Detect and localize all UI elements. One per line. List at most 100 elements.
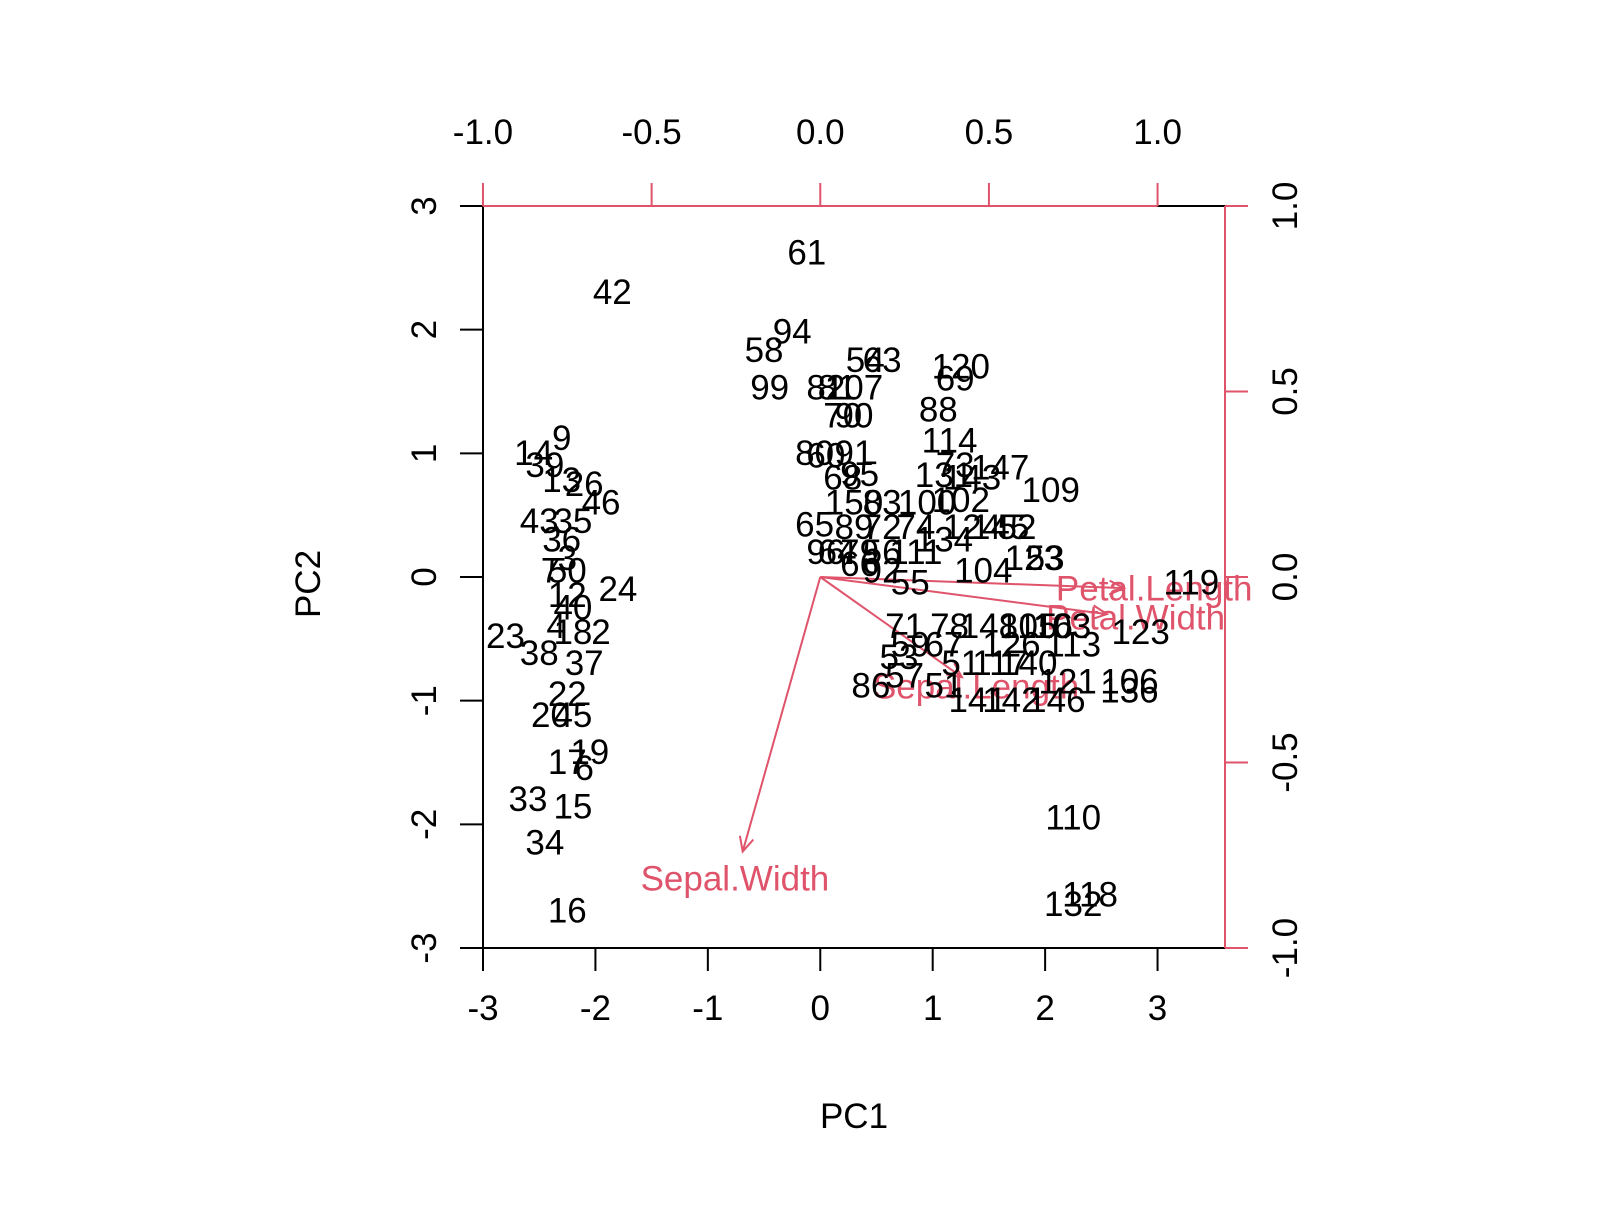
observation-label: 116 — [1017, 607, 1073, 646]
observation-label: 123 — [1111, 613, 1169, 652]
right-tick-label: 0.5 — [1266, 367, 1305, 416]
observation-label: 78 — [930, 607, 969, 646]
observation-label: 102 — [932, 481, 990, 520]
observation-label: 61 — [787, 233, 826, 272]
observation-label: 136 — [1100, 671, 1158, 710]
y-tick-label: -2 — [405, 809, 444, 840]
observation-label: 36 — [542, 520, 581, 559]
observation-label: 51 — [941, 644, 980, 683]
observation-label: 3 — [558, 539, 577, 578]
loading-arrowhead — [738, 835, 755, 854]
loading-arrow — [820, 576, 1108, 616]
observation-label: 12 — [548, 576, 587, 615]
right-tick-label: 1.0 — [1266, 182, 1305, 231]
observation-label: 73 — [936, 446, 975, 485]
observation-label: 40 — [553, 588, 592, 627]
loading-label: Sepal.Length — [873, 668, 1079, 707]
observation-label: 18 — [553, 613, 592, 652]
observation-label: 24 — [598, 570, 637, 609]
observation-label: 118 — [1062, 875, 1118, 914]
observation-label: 103 — [1033, 607, 1091, 646]
observation-label: 17 — [548, 743, 587, 782]
right-tick-label: 0.0 — [1266, 553, 1305, 602]
top-tick-label: -0.5 — [621, 113, 681, 152]
observation-label: 105 — [999, 607, 1057, 646]
observation-label: 53 — [880, 638, 919, 677]
observation-label: 23 — [486, 617, 525, 656]
observation-label: 114 — [922, 421, 978, 460]
x-tick-label: -3 — [467, 989, 498, 1028]
observation-label: 81 — [818, 368, 857, 407]
loading-arrow — [819, 576, 963, 678]
observation-label: 120 — [932, 347, 990, 386]
observation-label: 66 — [840, 545, 879, 584]
observation-label: 86 — [851, 666, 890, 705]
observation-label: 16 — [548, 891, 587, 930]
loading-arrowhead — [945, 662, 964, 679]
observation-label: 14 — [514, 434, 553, 473]
observation-label: 13 — [542, 461, 581, 500]
observation-label: 2 — [591, 613, 610, 652]
observation-label: 148 — [960, 607, 1018, 646]
observation-label: 67 — [924, 626, 963, 665]
observation-label: 117 — [972, 644, 1028, 683]
observation-label: 42 — [593, 273, 632, 312]
top-tick-label: 1.0 — [1133, 113, 1182, 152]
observation-label: 80 — [795, 434, 834, 473]
observation-label: 96 — [806, 533, 845, 572]
observation-label: 94 — [773, 313, 812, 352]
observation-label: 57 — [885, 656, 924, 695]
observation-label: 126 — [982, 626, 1040, 665]
observation-label: 37 — [565, 644, 604, 683]
observation-label: 20 — [531, 696, 570, 735]
observation-label: 68 — [823, 459, 862, 498]
x-tick-label: 1 — [923, 989, 942, 1028]
loading-label: Sepal.Width — [641, 860, 830, 899]
observation-label: 150 — [825, 483, 883, 522]
observation-label: 70 — [823, 397, 862, 436]
observation-label: 113 — [1045, 626, 1101, 665]
observation-label: 46 — [582, 483, 621, 522]
top-tick-label: 0.0 — [796, 113, 845, 152]
observation-label: 19 — [570, 733, 609, 772]
observation-label: 4 — [546, 607, 565, 646]
observation-label: 52 — [998, 508, 1037, 547]
observation-label: 99 — [750, 368, 789, 407]
loading-arrowhead — [1091, 604, 1110, 621]
observation-label: 45 — [553, 696, 592, 735]
observation-label: 104 — [954, 551, 1012, 590]
observation-label: 50 — [548, 551, 587, 590]
observation-label: 134 — [915, 520, 973, 559]
observation-label: 88 — [919, 391, 958, 430]
observation-label: 69 — [936, 360, 975, 399]
observation-label: 15 — [553, 788, 592, 827]
loading-arrow — [741, 576, 822, 852]
observation-label: 65 — [795, 506, 834, 545]
observation-label: 90 — [835, 397, 874, 436]
x-tick-label: -1 — [692, 989, 723, 1028]
top-tick-label: -1.0 — [453, 113, 513, 152]
observation-label: 64 — [818, 533, 857, 572]
observation-label: 22 — [548, 675, 587, 714]
observation-label: 6 — [574, 749, 593, 788]
observation-label: 109 — [1022, 471, 1080, 510]
observation-label: 51 — [924, 666, 963, 705]
observation-label: 143 — [943, 459, 1001, 498]
y-tick-label: 3 — [405, 196, 444, 215]
x-tick-label: 3 — [1148, 989, 1167, 1028]
observation-label: 26 — [565, 465, 604, 504]
observation-label: 43 — [520, 502, 559, 541]
observation-label: 82 — [806, 368, 845, 407]
observation-label: 111 — [889, 533, 942, 572]
observation-label: 95 — [840, 455, 879, 494]
loading-label: Petal.Width — [1046, 598, 1225, 637]
y-tick-label: 1 — [405, 444, 444, 463]
observation-label: 71 — [885, 607, 924, 646]
observation-label: 141 — [948, 681, 1006, 720]
y-tick-label: 0 — [405, 567, 444, 586]
y-tick-label: -1 — [405, 685, 444, 716]
